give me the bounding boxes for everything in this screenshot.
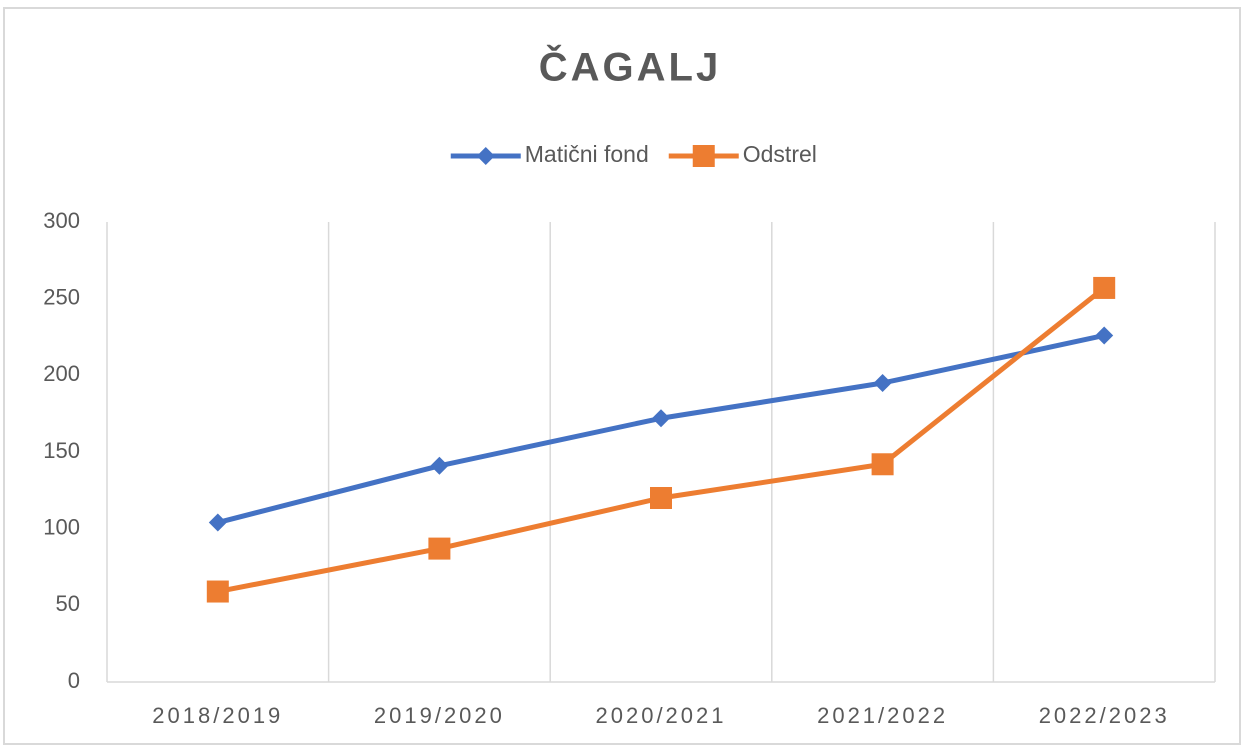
data-point xyxy=(1093,276,1116,299)
data-point xyxy=(206,580,229,603)
y-tick-label: 100 xyxy=(43,514,80,539)
legend-label: Matični fond xyxy=(525,141,649,167)
legend-label: Odstrel xyxy=(743,141,817,167)
data-point xyxy=(430,456,449,475)
data-point xyxy=(428,537,451,560)
data-point xyxy=(873,374,892,392)
legend-marker xyxy=(692,145,715,167)
x-tick-label: 2020/2021 xyxy=(596,703,727,728)
legend-marker xyxy=(476,147,495,165)
x-tick-label: 2021/2022 xyxy=(817,703,948,728)
x-tick-label: 2018/2019 xyxy=(152,703,283,728)
y-tick-label: 50 xyxy=(56,591,80,616)
data-point xyxy=(650,487,672,509)
data-point xyxy=(208,513,227,532)
data-point xyxy=(1095,326,1114,345)
chart-border xyxy=(3,7,1241,745)
y-tick-label: 150 xyxy=(43,438,80,463)
y-tick-label: 200 xyxy=(43,361,80,386)
data-point xyxy=(871,453,894,476)
y-tick-label: 250 xyxy=(43,284,80,309)
y-tick-label: 0 xyxy=(68,668,80,693)
x-tick-label: 2019/2020 xyxy=(374,703,505,728)
data-point xyxy=(652,409,670,428)
chart-title: ČAGALJ xyxy=(539,44,721,90)
x-tick-label: 2022/2023 xyxy=(1039,703,1170,728)
y-tick-label: 300 xyxy=(43,208,80,233)
